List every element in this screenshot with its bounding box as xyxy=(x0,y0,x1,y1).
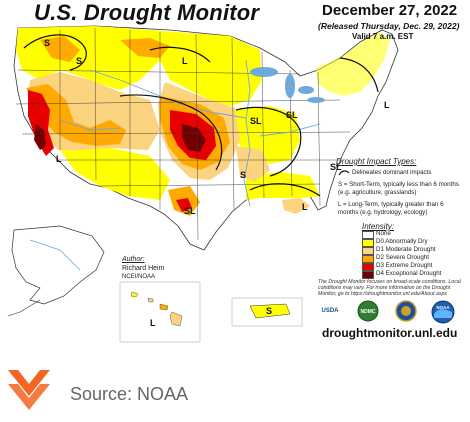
d0-region-southwest xyxy=(60,148,170,200)
noaa-logo-icon: NOAA xyxy=(431,300,455,324)
swatch-d1 xyxy=(362,247,374,255)
impact-letter-12: L xyxy=(150,318,156,328)
intensity-legend-title: Intensity: xyxy=(362,222,395,231)
d2-region-west xyxy=(26,84,126,146)
d0-region-southeast xyxy=(246,172,320,200)
d2-region-north xyxy=(120,38,170,58)
impact-letter-2: S xyxy=(76,56,82,66)
intensity-d1: D1 Moderate Drought xyxy=(376,246,436,253)
d1-region-south xyxy=(236,146,270,182)
impact-legend-short: S = Short-Term, typically less than 6 mo… xyxy=(338,181,459,196)
doc-seal-icon xyxy=(395,300,417,322)
impact-letter-8: SL xyxy=(330,162,342,172)
disclaimer-note: The Drought Monitor focuses on broad-sca… xyxy=(318,279,461,298)
impact-letter-7: L xyxy=(384,100,390,110)
d4-region-california xyxy=(34,124,46,150)
impact-legend-line: Delineates dominant impacts xyxy=(352,169,432,176)
d1-region-se xyxy=(282,198,310,214)
impact-letter-11: L xyxy=(302,202,308,212)
swatch-d2 xyxy=(362,255,374,263)
d3-region-texas xyxy=(176,198,192,212)
source-footer: Source: NOAA xyxy=(0,348,470,422)
impact-letter-10: SL xyxy=(184,206,196,216)
d0-region-plains xyxy=(150,30,262,106)
source-credit: Source: NOAA xyxy=(70,384,189,404)
us-drought-map: S S L L SL SL L SL S SL L L S xyxy=(7,25,399,343)
great-lakes xyxy=(250,67,325,103)
d4-region-plains xyxy=(182,124,206,152)
impact-letter-3: L xyxy=(182,56,188,66)
drought-monitor-url[interactable]: droughtmonitor.unl.edu xyxy=(322,326,458,340)
map-date: December 27, 2022 xyxy=(322,2,458,19)
d3-region-california xyxy=(28,90,54,156)
hawaii-inset: L xyxy=(119,281,201,343)
impact-letter-5: SL xyxy=(250,116,262,126)
ndmc-logo-icon: NDMC xyxy=(357,300,379,322)
noaa-label: NOAA xyxy=(436,305,450,310)
intensity-d3: D3 Extreme Drought xyxy=(376,262,433,269)
alaska-inset xyxy=(7,225,105,317)
swatch-d3 xyxy=(362,263,374,271)
impact-letter-9: S xyxy=(240,170,246,180)
author-name: Richard Heim xyxy=(122,265,165,272)
impact-legend-title: Drought Impact Types: xyxy=(336,157,417,166)
impact-letter-6: SL xyxy=(286,110,298,120)
swatch-none xyxy=(362,231,374,239)
impact-letter-1: S xyxy=(44,38,50,48)
ndmc-label: NDMC xyxy=(361,309,376,315)
valid-time: Valid 7 a.m. EST xyxy=(352,32,414,41)
chevron-stack-logo-icon xyxy=(8,370,50,410)
impact-letter-4: L xyxy=(56,154,62,164)
page-title: U.S. Drought Monitor xyxy=(34,0,260,25)
swatch-d4 xyxy=(362,271,374,279)
swatch-d0 xyxy=(362,239,374,247)
intensity-d0: D0 Abnormally Dry xyxy=(376,238,428,245)
impact-letter-13: S xyxy=(266,306,272,316)
release-date: (Released Thursday, Dec. 29, 2022) xyxy=(318,21,460,31)
author-org: NCEI/NOAA xyxy=(122,274,156,280)
intensity-none: None xyxy=(376,230,391,237)
delineation-line-icon xyxy=(338,170,350,176)
impact-legend-long: L = Long-Term, typically greater than 6 … xyxy=(338,201,444,216)
usda-logo-icon: USDA xyxy=(321,308,339,314)
d0-region-northeast xyxy=(316,32,390,96)
drought-monitor-figure: S S L L SL SL L SL S SL L L S xyxy=(7,0,461,343)
impact-delineation-lines xyxy=(23,34,379,197)
puerto-rico-inset: S xyxy=(231,297,303,327)
intensity-d4: D4 Exceptional Drought xyxy=(376,270,442,277)
author-heading: Author: xyxy=(122,256,145,263)
intensity-d2: D2 Severe Drought xyxy=(376,254,429,261)
